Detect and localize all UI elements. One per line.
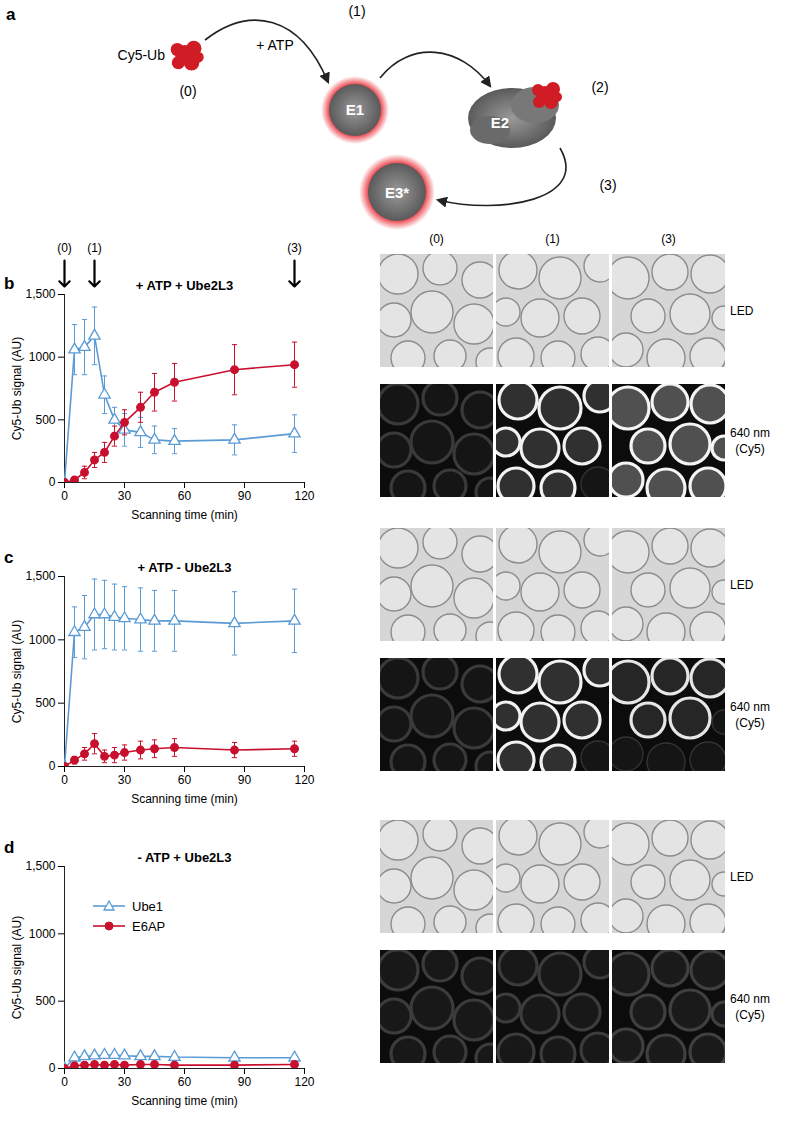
svg-text:(2): (2)	[591, 79, 608, 95]
html-text:c: c	[4, 548, 14, 567]
svg-text:120: 120	[294, 489, 314, 503]
svg-text:(3): (3)	[287, 241, 302, 255]
html-text:640 nm: 640 nm	[730, 699, 770, 714]
svg-text:(1): (1)	[348, 3, 365, 19]
svg-text:60: 60	[178, 1075, 192, 1089]
svg-text:30: 30	[118, 489, 132, 503]
html-text:(Cy5): (Cy5)	[735, 1007, 765, 1022]
svg-text:- ATP + Ube2L3: - ATP + Ube2L3	[137, 850, 231, 865]
svg-text:1,500: 1,500	[25, 287, 55, 301]
svg-text:120: 120	[294, 773, 314, 787]
html-text:LED: LED	[730, 303, 754, 318]
svg-text:0: 0	[49, 1061, 56, 1075]
svg-text:E3*: E3*	[385, 184, 409, 201]
html-text:d: d	[4, 838, 15, 857]
svg-text:Cy5-Ub: Cy5-Ub	[118, 47, 166, 63]
svg-text:E2: E2	[491, 114, 509, 131]
html-text:(Cy5): (Cy5)	[735, 715, 765, 730]
svg-text:E1: E1	[346, 101, 364, 118]
html-text:640 nm: 640 nm	[730, 991, 770, 1006]
html-text:E6AP: E6AP	[132, 918, 166, 934]
svg-text:(1): (1)	[87, 241, 102, 255]
svg-text:(0): (0)	[57, 241, 72, 255]
svg-text:90: 90	[238, 1075, 252, 1089]
svg-text:500: 500	[35, 413, 55, 427]
svg-text:0: 0	[61, 1075, 68, 1089]
svg-text:90: 90	[238, 489, 252, 503]
svg-text:Cy5-Ub signal (AU): Cy5-Ub signal (AU)	[10, 337, 24, 440]
svg-text:Scanning time (min): Scanning time (min)	[131, 508, 238, 522]
svg-text:120: 120	[294, 1075, 314, 1089]
html-text:(1): (1)	[545, 232, 560, 246]
svg-text:30: 30	[118, 1075, 132, 1089]
svg-text:1000: 1000	[29, 350, 56, 364]
html-text:(Cy5): (Cy5)	[735, 441, 765, 456]
html-text:LED: LED	[730, 577, 754, 592]
svg-text:1000: 1000	[29, 633, 56, 647]
svg-text:(3): (3)	[599, 177, 616, 193]
svg-text:60: 60	[178, 489, 192, 503]
svg-text:0: 0	[61, 773, 68, 787]
svg-text:1000: 1000	[29, 927, 56, 941]
svg-text:0: 0	[49, 475, 56, 489]
svg-text:(0): (0)	[179, 83, 196, 99]
svg-text:0: 0	[61, 489, 68, 503]
html-text:640 nm: 640 nm	[730, 425, 770, 440]
svg-text:1,500: 1,500	[25, 859, 55, 873]
svg-text:+ ATP: + ATP	[256, 37, 293, 53]
svg-text:60: 60	[178, 773, 192, 787]
svg-text:Cy5-Ub signal (AU): Cy5-Ub signal (AU)	[10, 620, 24, 723]
svg-text:Cy5-Ub signal (AU): Cy5-Ub signal (AU)	[10, 916, 24, 1019]
svg-text:500: 500	[35, 994, 55, 1008]
svg-text:0: 0	[49, 759, 56, 773]
html-text:Ube1: Ube1	[132, 898, 164, 914]
svg-text:30: 30	[118, 773, 132, 787]
html-text:(0): (0)	[429, 232, 444, 246]
svg-text:1,500: 1,500	[25, 569, 55, 583]
svg-text:+ ATP + Ube2L3: + ATP + Ube2L3	[136, 278, 233, 293]
svg-text:Scanning time (min): Scanning time (min)	[131, 1094, 238, 1108]
svg-text:90: 90	[238, 773, 252, 787]
html-text:LED: LED	[730, 869, 754, 884]
svg-text:a: a	[6, 5, 16, 24]
svg-text:500: 500	[35, 696, 55, 710]
svg-text:+ ATP - Ube2L3: + ATP - Ube2L3	[137, 560, 231, 575]
svg-text:Scanning time (min): Scanning time (min)	[131, 792, 238, 806]
html-text:b: b	[4, 274, 15, 293]
html-text:(3): (3)	[661, 232, 676, 246]
